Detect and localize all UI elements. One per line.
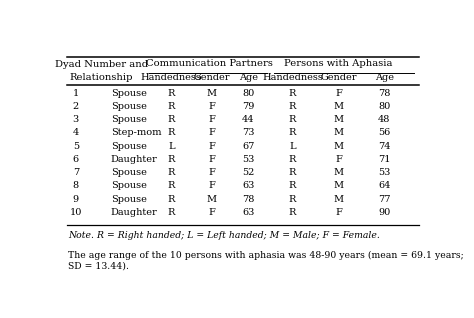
Text: Gender: Gender — [193, 73, 230, 82]
Text: 48: 48 — [378, 115, 391, 124]
Text: 3: 3 — [73, 115, 79, 124]
Text: R: R — [168, 181, 175, 190]
Text: 8: 8 — [73, 181, 79, 190]
Text: R: R — [168, 168, 175, 177]
Text: F: F — [208, 142, 215, 151]
Text: Spouse: Spouse — [110, 195, 146, 204]
Text: 53: 53 — [378, 168, 391, 177]
Text: 78: 78 — [378, 89, 391, 98]
Text: Daughter: Daughter — [110, 208, 157, 217]
Text: 80: 80 — [378, 102, 391, 111]
Text: R: R — [289, 89, 296, 98]
Text: Daughter: Daughter — [110, 155, 157, 164]
Text: 78: 78 — [242, 195, 255, 204]
Text: Spouse: Spouse — [110, 89, 146, 98]
Text: R: R — [168, 208, 175, 217]
Text: M: M — [333, 181, 344, 190]
Text: 80: 80 — [242, 89, 255, 98]
Text: 71: 71 — [378, 155, 391, 164]
Text: 77: 77 — [378, 195, 391, 204]
Text: R: R — [289, 181, 296, 190]
Text: R: R — [289, 168, 296, 177]
Text: M: M — [333, 142, 344, 151]
Text: The age range of the 10 persons with aphasia was 48-90 years (mean = 69.1 years;: The age range of the 10 persons with aph… — [68, 251, 464, 271]
Text: R: R — [289, 102, 296, 111]
Text: M: M — [333, 168, 344, 177]
Text: Spouse: Spouse — [110, 102, 146, 111]
Text: R: R — [168, 89, 175, 98]
Text: 56: 56 — [378, 128, 391, 137]
Text: 2: 2 — [73, 102, 79, 111]
Text: 4: 4 — [73, 128, 79, 137]
Text: R: R — [289, 128, 296, 137]
Text: R: R — [289, 195, 296, 204]
Text: R: R — [289, 208, 296, 217]
Text: M: M — [207, 89, 217, 98]
Text: F: F — [208, 102, 215, 111]
Text: M: M — [207, 195, 217, 204]
Text: Communication Partners: Communication Partners — [146, 59, 273, 68]
Text: M: M — [333, 102, 344, 111]
Text: 67: 67 — [242, 142, 255, 151]
Text: R: R — [289, 155, 296, 164]
Text: Spouse: Spouse — [110, 181, 146, 190]
Text: Spouse: Spouse — [110, 115, 146, 124]
Text: 74: 74 — [378, 142, 391, 151]
Text: Spouse: Spouse — [110, 168, 146, 177]
Text: 63: 63 — [242, 208, 255, 217]
Text: 73: 73 — [242, 128, 255, 137]
Text: F: F — [335, 89, 342, 98]
Text: R: R — [289, 115, 296, 124]
Text: 53: 53 — [242, 155, 255, 164]
Text: M: M — [333, 128, 344, 137]
Text: Persons with Aphasia: Persons with Aphasia — [284, 59, 392, 68]
Text: Note. R = Right handed; L = Left handed; M = Male; F = Female.: Note. R = Right handed; L = Left handed;… — [68, 231, 380, 240]
Text: 90: 90 — [378, 208, 391, 217]
Text: Gender: Gender — [320, 73, 357, 82]
Text: 1: 1 — [73, 89, 79, 98]
Text: R: R — [168, 195, 175, 204]
Text: 9: 9 — [73, 195, 79, 204]
Text: Handedness: Handedness — [262, 73, 323, 82]
Text: F: F — [335, 208, 342, 217]
Text: R: R — [168, 115, 175, 124]
Text: 63: 63 — [242, 181, 255, 190]
Text: Handedness: Handedness — [141, 73, 202, 82]
Text: R: R — [168, 128, 175, 137]
Text: Age: Age — [375, 73, 394, 82]
Text: 52: 52 — [242, 168, 255, 177]
Text: Step-mom: Step-mom — [110, 128, 161, 137]
Text: F: F — [208, 168, 215, 177]
Text: 6: 6 — [73, 155, 79, 164]
Text: L: L — [168, 142, 174, 151]
Text: M: M — [333, 115, 344, 124]
Text: F: F — [335, 155, 342, 164]
Text: 7: 7 — [73, 168, 79, 177]
Text: M: M — [333, 195, 344, 204]
Text: Age: Age — [239, 73, 258, 82]
Text: Spouse: Spouse — [110, 142, 146, 151]
Text: 5: 5 — [73, 142, 79, 151]
Text: F: F — [208, 155, 215, 164]
Text: R: R — [168, 155, 175, 164]
Text: 44: 44 — [242, 115, 255, 124]
Text: 64: 64 — [378, 181, 391, 190]
Text: L: L — [289, 142, 296, 151]
Text: Dyad Number and
Relationship: Dyad Number and Relationship — [55, 60, 148, 82]
Text: F: F — [208, 181, 215, 190]
Text: R: R — [168, 102, 175, 111]
Text: 79: 79 — [242, 102, 255, 111]
Text: F: F — [208, 208, 215, 217]
Text: F: F — [208, 115, 215, 124]
Text: 10: 10 — [70, 208, 82, 217]
Text: F: F — [208, 128, 215, 137]
